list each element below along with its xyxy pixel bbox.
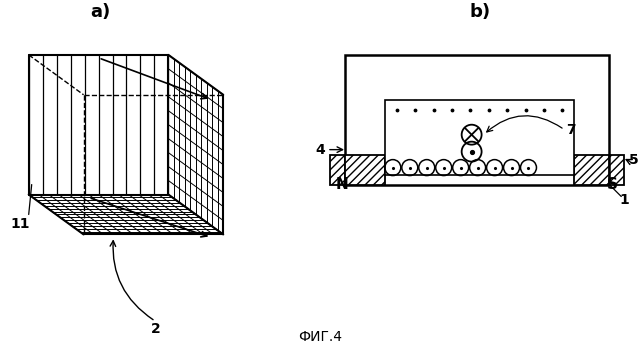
Text: N: N (335, 177, 348, 192)
Text: S: S (607, 177, 618, 192)
Bar (345, 155, 385, 184)
Text: 4: 4 (315, 143, 325, 157)
Text: 1: 1 (620, 192, 629, 207)
Text: b): b) (469, 3, 490, 21)
Bar (345, 55, 609, 184)
Text: ФИГ.4: ФИГ.4 (298, 330, 342, 344)
Text: 5: 5 (629, 153, 639, 167)
Text: a): a) (90, 3, 111, 21)
Text: 11: 11 (11, 217, 30, 231)
Text: 7: 7 (566, 123, 576, 137)
Bar (385, 100, 574, 175)
Bar (574, 155, 609, 184)
Bar (330, 155, 624, 184)
Text: 2: 2 (150, 322, 160, 336)
